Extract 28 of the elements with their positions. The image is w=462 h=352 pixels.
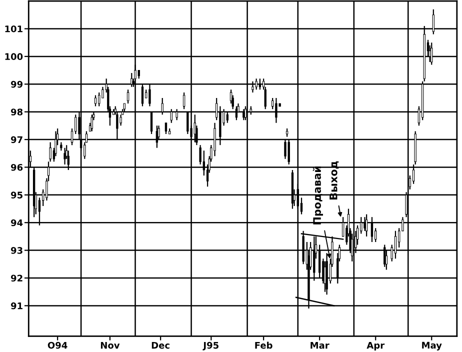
x-tick-label: Dec (152, 342, 170, 349)
y-tick-label: 96 (10, 164, 23, 171)
y-tick-label: 94 (10, 219, 23, 226)
y-tick-label: 93 (10, 247, 22, 254)
y-tick-label: 98 (10, 108, 23, 116)
x-tick-label: J95 (202, 342, 218, 350)
y-tick-label: 101 (5, 25, 22, 32)
candlestick (120, 114, 122, 126)
candlestick (84, 142, 86, 160)
y-tick-label: 100 (5, 53, 23, 60)
x-tick-label: O94 (48, 342, 68, 349)
candlestick (94, 94, 97, 107)
y-tick-label: 92 (10, 274, 22, 282)
x-tick-label: May (422, 342, 442, 350)
y-tick-label: 91 (10, 302, 22, 310)
y-tick-label: 99 (10, 80, 23, 88)
y-tick-label: 95 (10, 192, 22, 198)
candlestick (182, 92, 186, 110)
x-tick-label: Mar (310, 342, 330, 349)
candlestick (64, 147, 66, 166)
candlestick (98, 92, 100, 107)
candlestick (126, 89, 130, 104)
x-tick-label: Apr (366, 342, 385, 350)
y-tick-label: 97 (10, 136, 22, 144)
candlestick (49, 142, 52, 162)
x-tick-label: Feb (255, 342, 272, 349)
x-tick-label: Nov (100, 342, 120, 349)
candlestick (164, 122, 168, 135)
